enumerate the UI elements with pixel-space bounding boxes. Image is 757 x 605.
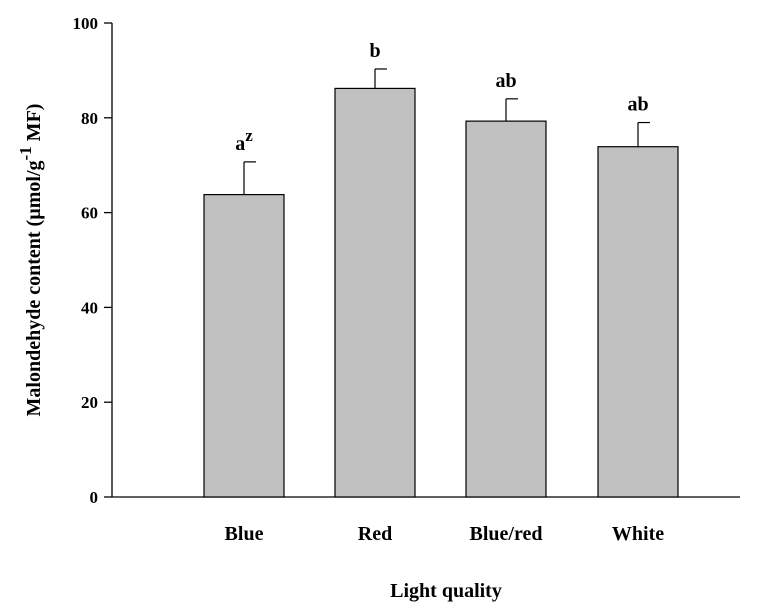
y-tick-label: 60 <box>81 204 98 223</box>
y-axis-title: Malondehyde content (µmol/g-1 MF) <box>16 104 45 417</box>
y-axis-title-main: Malondehyde content (µmol/g <box>23 160 45 416</box>
significance-letter-text: ab <box>495 70 516 92</box>
significance-letter-text: b <box>369 40 380 62</box>
significance-superscript: z <box>245 126 253 145</box>
y-tick-label: 20 <box>81 393 98 412</box>
x-category-label: Blue <box>225 523 264 545</box>
x-category-label: Red <box>358 523 392 545</box>
y-tick-label: 0 <box>90 488 99 507</box>
y-axis: 0 20 40 60 80 100 <box>73 14 113 507</box>
x-axis-title: Light quality <box>390 580 502 602</box>
significance-letter: az <box>235 126 253 155</box>
significance-letter-text: a <box>235 133 245 155</box>
y-tick-label: 40 <box>81 298 98 317</box>
bar-blue-red <box>465 120 547 498</box>
significance-letter: ab <box>495 70 516 92</box>
y-tick-label: 80 <box>81 109 98 128</box>
y-tick-label: 100 <box>73 14 99 33</box>
bar-blue <box>203 193 285 498</box>
y-axis-title-suffix: MF) <box>23 104 45 147</box>
x-category-label: Blue/red <box>470 523 543 545</box>
significance-labels: az b ab ab <box>235 40 648 155</box>
error-bars <box>243 68 650 195</box>
significance-letter: b <box>369 40 380 62</box>
bar-white <box>597 146 679 498</box>
significance-letter: ab <box>627 94 648 116</box>
y-axis-title-superscript: -1 <box>16 146 35 160</box>
bars <box>203 87 679 498</box>
x-axis: Blue Red Blue/red White <box>112 496 740 545</box>
bar-red <box>334 87 416 498</box>
significance-letter-text: ab <box>627 94 648 116</box>
x-category-label: White <box>612 523 664 545</box>
